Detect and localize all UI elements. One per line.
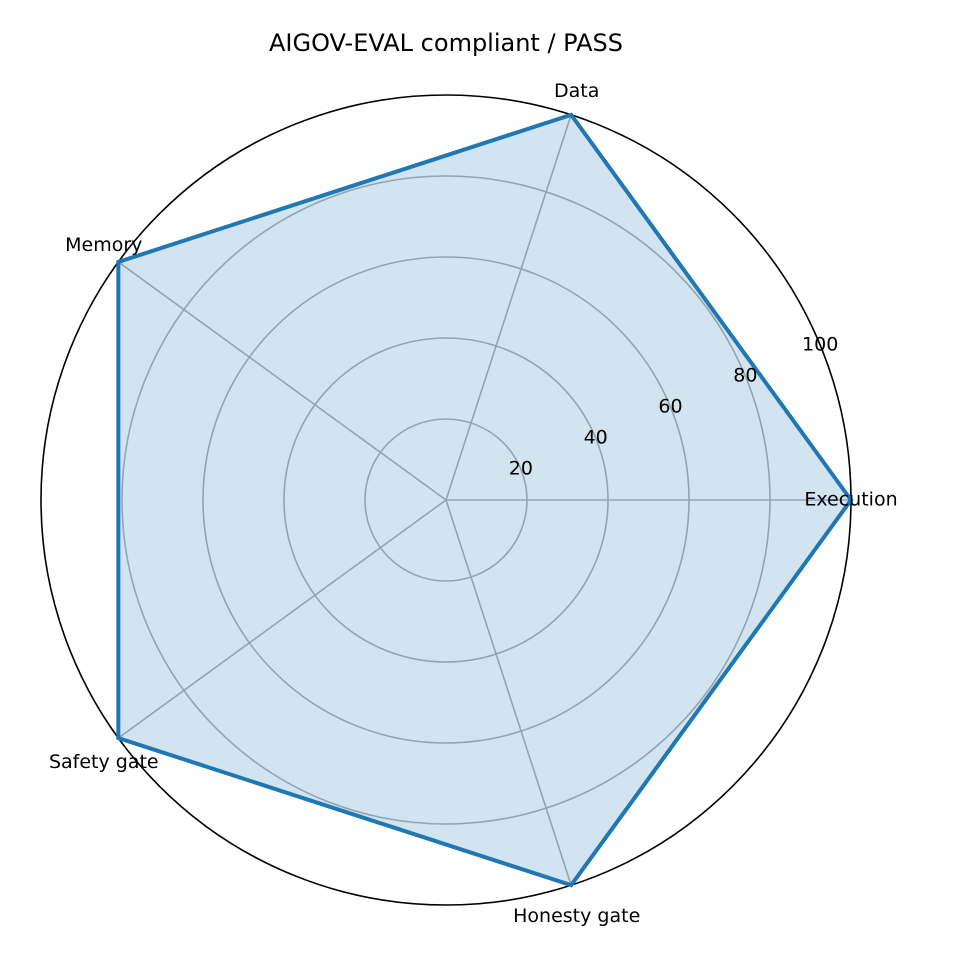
- grid-spoke: [117, 499, 447, 739]
- series-area: [118, 114, 851, 886]
- chart-title: AIGOV-EVAL compliant / PASS: [269, 29, 623, 57]
- radial-tick-label: 20: [509, 458, 533, 480]
- series-layer: [116, 112, 854, 888]
- category-label-data: Data: [554, 80, 599, 102]
- grid-spoke: [117, 261, 447, 501]
- category-labels: Execution Data Memory Safety gate Honesty ga…: [49, 80, 898, 927]
- category-label-memory: Memory: [65, 234, 142, 256]
- category-label-safety-gate: Safety gate: [49, 751, 159, 773]
- radial-tick-label: 80: [733, 365, 757, 387]
- grid-spoke: [445, 499, 572, 886]
- radial-tick-label: 100: [802, 334, 838, 356]
- category-label-honesty-gate: Honesty gate: [513, 905, 640, 927]
- grid-layer: [40, 94, 852, 906]
- grid-spoke: [445, 114, 572, 501]
- series-line: [116, 112, 854, 888]
- radial-tick-label: 40: [584, 427, 608, 449]
- radial-tick-labels: 20 40 60 80 100: [509, 334, 839, 480]
- category-label-execution: Execution: [804, 489, 897, 511]
- radial-tick-label: 60: [658, 396, 682, 418]
